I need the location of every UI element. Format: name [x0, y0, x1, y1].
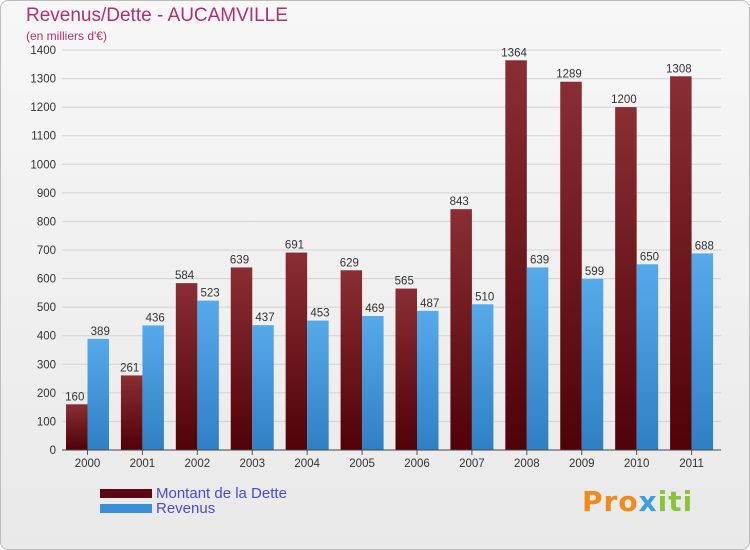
x-tick-label: 2006: [404, 458, 430, 470]
bar-revenus-2002: [197, 300, 219, 450]
legend-label-revenus: Revenus: [156, 500, 216, 517]
data-label: 436: [146, 312, 165, 324]
x-tick-label: 2004: [294, 458, 320, 470]
bar-revenus-2005: [362, 316, 384, 450]
proxiti-logo: Proxiti: [582, 485, 693, 518]
x-tick-label: 2005: [349, 458, 375, 470]
bar-dette-2010: [615, 107, 637, 451]
data-label: 629: [340, 257, 359, 269]
legend-swatch-revenus: [100, 504, 152, 513]
bar-dette-2011: [670, 76, 692, 451]
bar-dette-2003: [230, 267, 253, 450]
data-label: 261: [120, 362, 139, 374]
y-tick-label: 1100: [31, 131, 56, 143]
bar-dette-2000: [66, 404, 88, 450]
bar-revenus-2007: [471, 304, 494, 450]
data-label: 160: [65, 391, 84, 403]
data-label: 650: [640, 251, 659, 263]
x-axis-ticks: 2000 2001 2002 2003 2004 2005 2006 2007 2008 2009…: [75, 450, 704, 470]
bars: [66, 60, 714, 451]
y-tick-label: 0: [50, 445, 56, 457]
bar-dette-2009: [560, 81, 582, 450]
y-tick-label: 700: [37, 245, 56, 257]
bar-revenus-2010: [636, 264, 659, 450]
bar-revenus-2009: [581, 278, 604, 450]
legend-swatch-dette: [100, 489, 152, 498]
x-tick-label: 2007: [459, 458, 485, 470]
bar-revenus-2001: [142, 325, 164, 450]
bar-dette-2007: [450, 209, 472, 450]
logo-part-1: Pro: [582, 485, 639, 518]
data-label: 437: [255, 312, 274, 324]
grid-lines: [62, 49, 721, 451]
y-tick-label: 400: [37, 331, 56, 343]
data-label: 584: [175, 270, 195, 282]
y-tick-label: 300: [37, 359, 56, 371]
data-label: 469: [365, 303, 384, 315]
x-tick-label: 2003: [239, 458, 265, 470]
y-tick-label: 200: [37, 388, 56, 400]
legend-label-dette: Montant de la Dette: [156, 485, 287, 502]
data-label: 843: [450, 196, 469, 208]
data-label: 1289: [556, 69, 582, 81]
data-labels: 160 389 261 436 584 523 639 437 691 453 629 469 565 4…: [65, 47, 714, 403]
data-label: 599: [585, 266, 604, 278]
chart-subtitle: (en milliers d'€): [26, 29, 107, 43]
data-label: 389: [91, 326, 110, 338]
data-label: 691: [285, 240, 304, 252]
bar-revenus-2008: [526, 267, 549, 450]
bar-revenus-2000: [87, 338, 109, 450]
y-tick-label: 1300: [30, 74, 56, 86]
x-tick-label: 2011: [679, 458, 704, 470]
x-tick-label: 2000: [75, 458, 101, 470]
y-tick-label: 100: [37, 416, 56, 428]
y-tick-label: 1400: [30, 45, 56, 57]
bar-dette-2005: [340, 270, 363, 450]
data-label: 453: [310, 308, 329, 320]
data-label: 510: [475, 291, 494, 303]
chart-title: Revenus/Dette - AUCAMVILLE: [26, 5, 288, 26]
bar-revenus-2003: [252, 325, 274, 450]
x-tick-label: 2010: [624, 458, 650, 470]
y-tick-label: 1000: [30, 159, 56, 171]
bar-dette-2004: [285, 252, 308, 450]
y-tick-label: 800: [37, 216, 56, 228]
y-tick-label: 900: [37, 188, 56, 200]
data-label: 639: [230, 254, 249, 266]
y-axis-ticks: 0 100 200 300 400 500 600 700 800 900 1000 1100 1200…: [30, 45, 56, 457]
x-tick-label: 2001: [130, 458, 156, 470]
x-tick-label: 2008: [514, 458, 540, 470]
bar-revenus-2006: [417, 310, 439, 450]
data-label: 688: [695, 240, 714, 252]
x-tick-label: 2009: [569, 458, 595, 470]
logo-part-3: iti: [657, 485, 694, 518]
bar-dette-2008: [505, 60, 527, 451]
bar-dette-2006: [395, 288, 417, 450]
data-label: 639: [530, 254, 549, 266]
bar-revenus-2011: [691, 253, 714, 450]
data-label: 1364: [501, 47, 527, 59]
y-tick-label: 1200: [30, 102, 56, 114]
data-label: 1200: [611, 94, 637, 106]
y-tick-label: 600: [37, 274, 56, 286]
logo-part-2: x: [638, 485, 658, 518]
data-label: 523: [200, 288, 219, 300]
bar-dette-2001: [120, 375, 143, 450]
data-label: 487: [420, 298, 439, 310]
y-tick-label: 500: [37, 302, 56, 314]
data-label: 1308: [666, 63, 692, 75]
bar-dette-2002: [175, 283, 198, 450]
bar-revenus-2004: [307, 320, 329, 450]
data-label: 565: [395, 276, 414, 288]
x-tick-label: 2002: [185, 458, 211, 470]
